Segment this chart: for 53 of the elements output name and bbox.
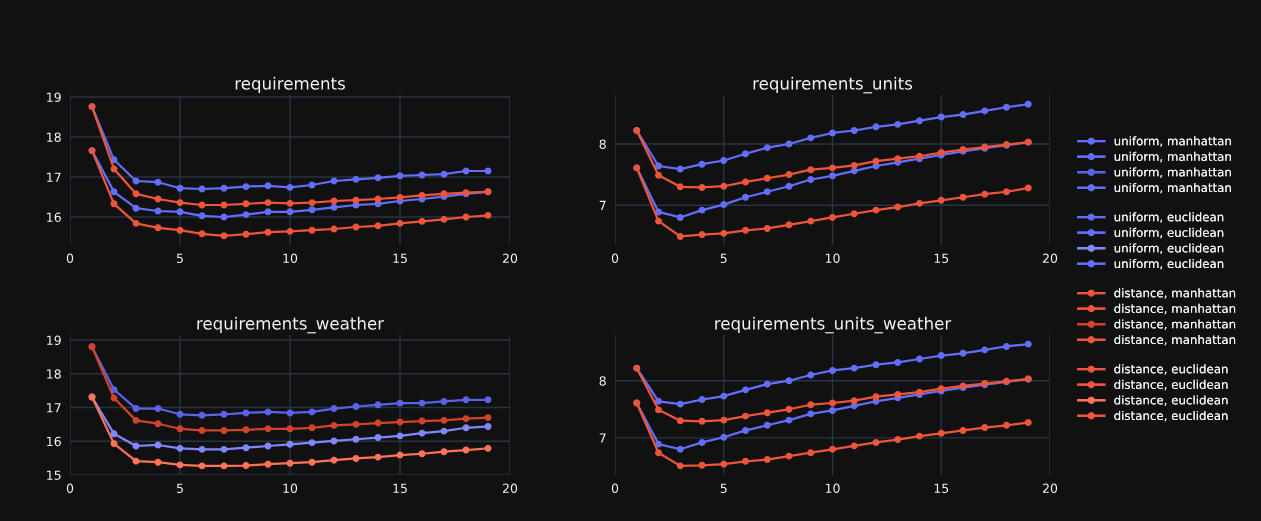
text: uniform, euclidean (1114, 258, 1224, 270)
x-tick-label: 10 (825, 253, 840, 264)
y-tick-label: 18 (47, 132, 61, 142)
x-tick-label: 10 (825, 483, 840, 494)
legend-label: distance, euclidean (1114, 379, 1228, 391)
y-tick-label: 19 (47, 92, 61, 102)
y-tick-label: 7 (599, 200, 606, 210)
y-tick-label: 17 (47, 172, 61, 182)
legend-label: uniform, euclidean (1114, 227, 1224, 239)
x-tick-label: 10 (283, 483, 298, 494)
x-tick-label: 15 (934, 253, 949, 264)
x-tick-label: 0 (611, 483, 619, 494)
legend-label: distance, manhattan (1114, 319, 1236, 330)
y-tick-label: 15 (47, 470, 61, 480)
x-tick-label: 5 (176, 253, 183, 264)
chart-title: requirements_units_weather (715, 316, 952, 334)
x-tick-label: 0 (611, 253, 619, 264)
y-tick-label: 19 (47, 335, 61, 345)
legend-label: uniform, manhattan (1114, 167, 1231, 178)
chart-title: requirements_units (753, 76, 913, 94)
y-tick-label: 7 (599, 433, 606, 443)
legend-label: distance, manhattan (1114, 288, 1236, 299)
legend-label: uniform, manhattan (1114, 151, 1231, 163)
x-tick-label: 10 (283, 253, 298, 264)
y-tick-label: 16 (47, 212, 61, 222)
x-tick-label: 5 (720, 253, 727, 264)
x-tick-label: 20 (502, 253, 518, 264)
legend-label: uniform, euclidean (1114, 212, 1224, 223)
y-tick-label: 8 (599, 139, 606, 149)
x-tick-label: 5 (720, 483, 727, 494)
y-tick-label: 18 (47, 369, 61, 379)
x-tick-label: 20 (502, 483, 518, 494)
x-tick-label: 0 (66, 483, 74, 494)
chart-title: requirements (235, 76, 345, 93)
legend-label: distance, euclidean (1114, 395, 1228, 406)
text: distance, euclidean (1114, 410, 1228, 422)
x-tick-label: 15 (393, 483, 407, 494)
y-tick-label: 16 (47, 436, 61, 447)
x-tick-label: 15 (393, 253, 407, 264)
text: uniform, manhattan (1114, 182, 1231, 194)
legend-label: uniform, euclidean (1114, 243, 1224, 254)
chart-title: requirements_weather (197, 316, 385, 334)
x-tick-label: 15 (934, 483, 949, 494)
x-tick-label: 5 (176, 483, 183, 494)
text: distance, manhattan (1114, 334, 1236, 346)
legend-label: distance, manhattan (1114, 303, 1236, 315)
x-tick-label: 20 (1042, 253, 1058, 264)
x-tick-label: 0 (66, 253, 74, 264)
legend-label: distance, euclidean (1114, 364, 1228, 375)
y-tick-label: 17 (47, 403, 61, 413)
x-tick-label: 20 (1042, 483, 1058, 494)
y-tick-label: 8 (599, 376, 606, 386)
legend-label: uniform, manhattan (1114, 136, 1231, 147)
